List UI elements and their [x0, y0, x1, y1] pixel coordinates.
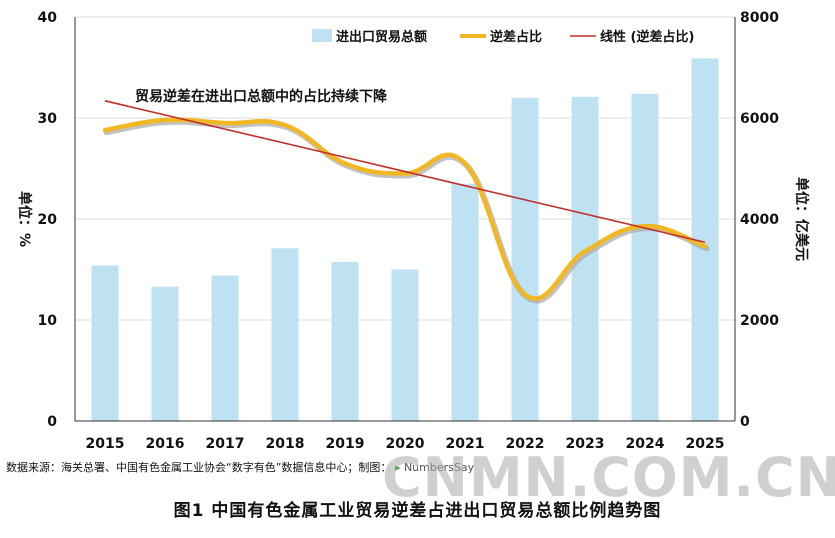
- x-tick-label: 2018: [266, 436, 305, 452]
- x-tick-label: 2019: [326, 436, 365, 452]
- x-tick-label: 2022: [506, 436, 545, 452]
- y-tick-label: 40: [38, 10, 58, 26]
- x-tick-label: 2020: [386, 436, 425, 452]
- y2-tick-label: 0: [740, 414, 750, 430]
- ratio-line: [102, 117, 708, 301]
- bar: [211, 275, 239, 421]
- figure-caption: 图1 中国有色金属工业贸易逆差占进出口贸易总额比例趋势图: [173, 501, 662, 521]
- bar: [331, 261, 359, 421]
- leaf-icon: ▸: [394, 461, 401, 474]
- trend-line: [104, 100, 706, 244]
- bar: [391, 269, 419, 421]
- line-series: [102, 100, 710, 304]
- bar: [271, 248, 299, 421]
- legend-label: 逆差占比: [490, 29, 542, 45]
- bar: [451, 183, 479, 421]
- y-tick-label: 20: [38, 212, 58, 228]
- y-axis-title: 单位：%: [16, 191, 33, 247]
- source-note: 数据来源：海关总署、中国有色金属工业协会“数字有色”数据信息中心；制图： ▸ N…: [6, 459, 474, 475]
- y2-axis-title: 单位：亿美元: [793, 177, 810, 261]
- bar-series: [91, 58, 719, 422]
- x-tick-label: 2024: [626, 436, 665, 452]
- legend-swatch-bar: [312, 29, 332, 42]
- y-tick-label: 10: [38, 313, 58, 329]
- x-tick-label: 2021: [446, 436, 485, 452]
- bar: [631, 93, 659, 421]
- source-brand: NumbersSay: [403, 461, 475, 474]
- x-tick-label: 2017: [206, 436, 245, 452]
- x-tick-label: 2016: [146, 436, 185, 452]
- y2-tick-label: 6000: [740, 111, 779, 127]
- x-tick-label: 2015: [86, 436, 125, 452]
- bar: [91, 265, 119, 421]
- axes: 0 10 20 30 40 0 2000 4000 6000 8000 2015 2016 2017 20…: [16, 10, 810, 452]
- x-tick-label: 2023: [566, 436, 605, 452]
- legend-label: 线性 (逆差占比): [600, 29, 694, 45]
- bar: [151, 286, 179, 421]
- bar: [511, 97, 539, 422]
- y2-tick-label: 2000: [740, 313, 779, 329]
- chart-annotation: 贸易逆差在进出口总额中的占比持续下降: [135, 88, 388, 105]
- y-tick-label: 30: [38, 111, 58, 127]
- x-tick-label: 2025: [686, 436, 725, 452]
- legend: 进出口贸易总额 逆差占比 线性 (逆差占比): [312, 29, 694, 45]
- y2-tick-label: 8000: [740, 10, 779, 26]
- source-text: 数据来源：海关总署、中国有色金属工业协会“数字有色”数据信息中心；制图：: [6, 461, 392, 474]
- legend-label: 进出口贸易总额: [336, 29, 427, 45]
- trade-chart: 0 10 20 30 40 0 2000 4000 6000 8000 2015 2016 2017 20…: [16, 10, 810, 452]
- y2-tick-label: 4000: [740, 212, 779, 228]
- y-tick-label: 0: [47, 414, 57, 430]
